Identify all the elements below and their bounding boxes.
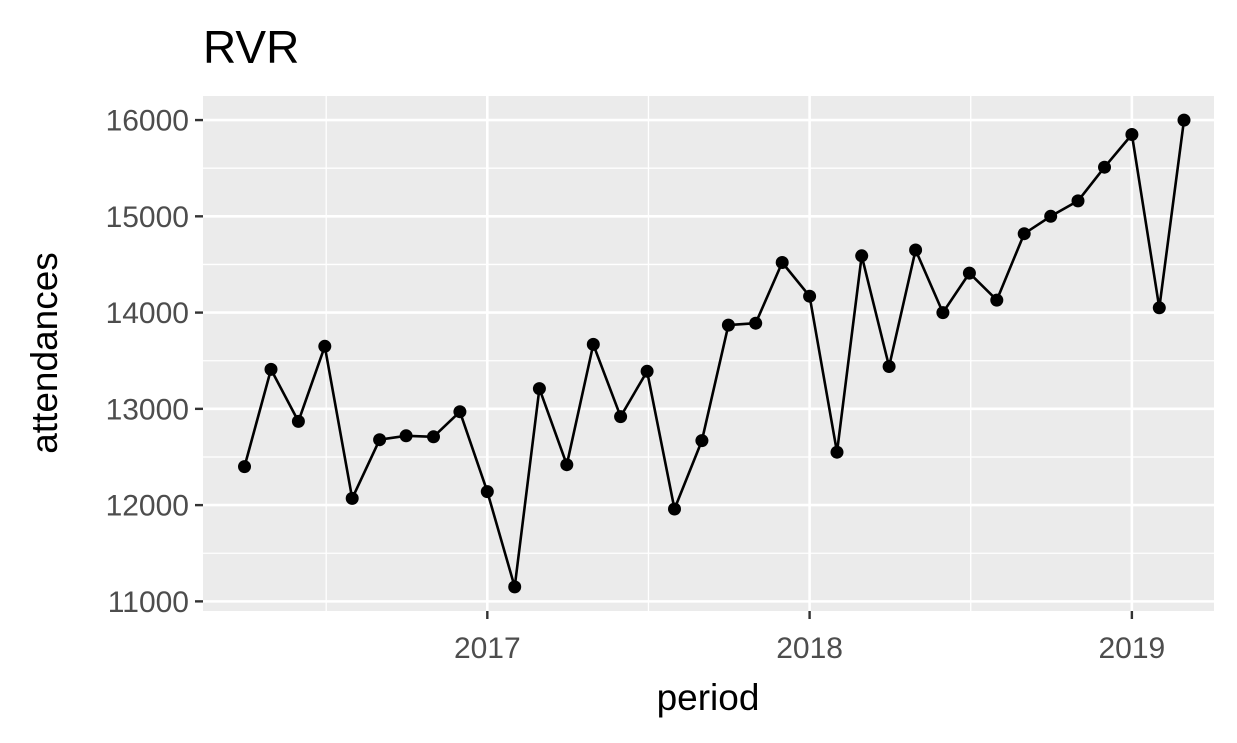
y-tick-label: 12000 bbox=[106, 490, 189, 523]
plot-panel bbox=[203, 96, 1214, 611]
data-point bbox=[990, 293, 1004, 307]
data-point bbox=[668, 502, 681, 516]
data-point bbox=[238, 460, 251, 474]
data-point bbox=[962, 266, 976, 280]
data-point bbox=[1098, 160, 1111, 174]
y-tick-label: 15000 bbox=[106, 201, 189, 234]
data-point bbox=[1044, 209, 1058, 223]
x-tick-label: 2017 bbox=[454, 632, 521, 665]
data-point bbox=[427, 430, 440, 444]
data-point bbox=[291, 414, 305, 428]
data-point bbox=[399, 429, 413, 443]
data-point bbox=[614, 410, 628, 424]
data-point bbox=[560, 458, 574, 472]
data-point bbox=[345, 491, 359, 505]
y-tick-label: 14000 bbox=[106, 297, 189, 330]
data-point bbox=[373, 433, 387, 447]
x-axis: 2017 2018 2019 bbox=[454, 611, 1165, 665]
data-point bbox=[909, 243, 923, 257]
data-point bbox=[480, 485, 494, 499]
data-point bbox=[508, 580, 522, 594]
data-point bbox=[855, 249, 869, 263]
data-point bbox=[936, 306, 950, 320]
data-point bbox=[318, 339, 332, 353]
data-point bbox=[1071, 194, 1085, 208]
x-tick-label: 2018 bbox=[776, 632, 843, 665]
chart-title: RVR bbox=[203, 21, 299, 73]
y-tick-label: 11000 bbox=[108, 586, 189, 619]
data-point bbox=[264, 362, 278, 376]
data-point bbox=[695, 434, 709, 448]
x-axis-title: period bbox=[657, 677, 760, 718]
data-point bbox=[803, 289, 817, 303]
data-point bbox=[1152, 301, 1166, 315]
y-tick-label: 16000 bbox=[106, 105, 189, 138]
y-tick-label: 13000 bbox=[106, 393, 189, 426]
data-point bbox=[882, 360, 896, 373]
data-point bbox=[1177, 113, 1191, 127]
data-point bbox=[775, 256, 789, 269]
data-point bbox=[586, 337, 600, 351]
series-points bbox=[238, 113, 1191, 594]
y-axis-title: attendances bbox=[24, 252, 65, 454]
data-point bbox=[532, 382, 546, 396]
data-point bbox=[830, 445, 844, 459]
y-axis: 11000 12000 13000 14000 15000 16000 bbox=[106, 105, 203, 619]
data-point bbox=[1017, 227, 1031, 241]
data-point bbox=[640, 364, 654, 378]
data-point bbox=[453, 405, 467, 419]
data-point bbox=[1125, 128, 1139, 141]
x-tick-label: 2019 bbox=[1099, 632, 1166, 665]
data-point bbox=[721, 318, 735, 332]
data-point bbox=[749, 316, 763, 330]
